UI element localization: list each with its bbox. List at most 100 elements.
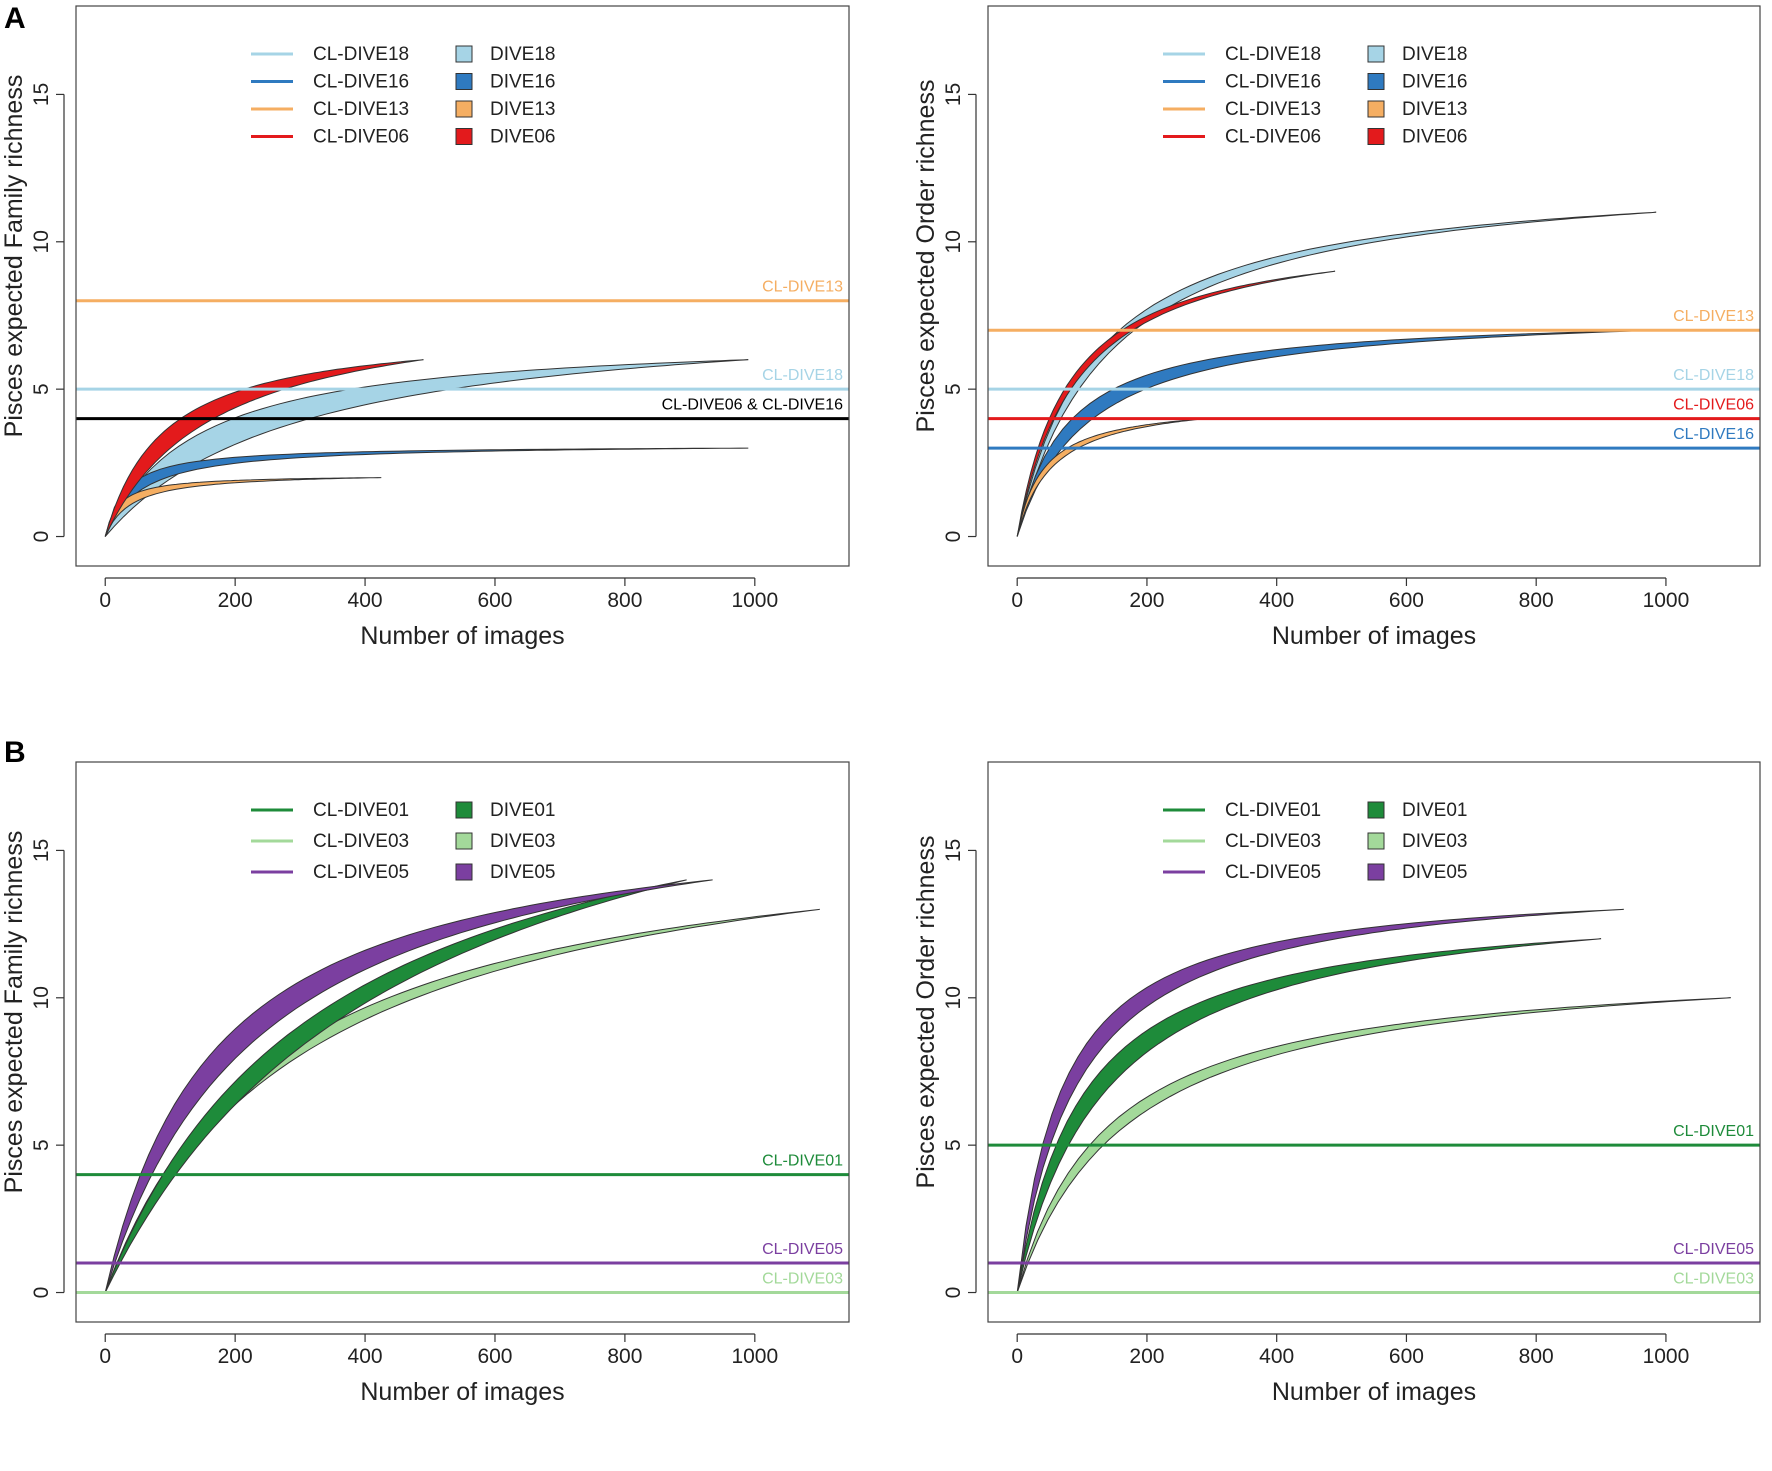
legend-swatch-dive18 [455,45,473,63]
x-axis-label: Number of images [1272,1378,1476,1406]
band-dive16 [104,447,749,537]
y-tick-label: 15 [30,83,53,106]
legend-swatch-dive18 [1367,45,1385,63]
hline-label: CL-DIVE06 & CL-DIVE16 [662,397,844,414]
x-axis-label: Number of images [360,622,564,650]
plot-frame [75,761,850,1323]
x-axis-label: Number of images [1272,622,1476,650]
legend-line-label: CL-DIVE06 [313,127,409,148]
legend-line-label: CL-DIVE06 [1225,127,1321,148]
legend-swatch-dive06 [455,128,473,145]
x-tick-label: 600 [477,1345,512,1368]
hline-label: CL-DIVE18 [1673,367,1754,384]
legend-line-label: CL-DIVE01 [1225,800,1321,821]
y-tick-label: 10 [942,986,965,1009]
band-dive05 [104,879,713,1293]
x-tick-label: 600 [477,589,512,612]
legend-line-label: CL-DIVE16 [313,72,409,93]
legend-swatch-dive16 [1367,73,1385,90]
band-dive13 [104,477,382,537]
x-tick-label: 1000 [1643,589,1690,612]
legend-swatch-label: DIVE03 [1402,831,1467,852]
y-tick-label: 10 [30,986,53,1009]
y-tick-label: 10 [30,230,53,253]
legend-swatch-dive01 [455,801,473,819]
plot-frame [987,761,1761,1323]
x-axis-label: Number of images [360,1378,564,1406]
legend: CL-DIVE01 CL-DIVE03 CL-DIVE05 DIVE01 DIVE03 D… [251,800,555,883]
legend-swatch-dive03 [455,832,473,850]
x-tick-label: 0 [99,589,111,612]
legend: CL-DIVE18 CL-DIVE16 CL-DIVE13 CL-DIVE06 DIVE… [251,44,555,148]
legend-swatch-label: DIVE16 [490,72,555,93]
legend-swatch-dive06 [1367,128,1385,145]
legend: CL-DIVE18 CL-DIVE16 CL-DIVE13 CL-DIVE06 DIVE… [1163,44,1467,148]
plot-frame [987,5,1761,567]
band-dive03 [1016,997,1731,1293]
band-dive18 [1016,211,1657,537]
legend-swatch-label: DIVE18 [490,44,555,65]
x-tick-label: 400 [1259,1345,1294,1368]
x-tick-label: 1000 [1643,1345,1690,1368]
band-dive18 [104,359,749,537]
x-tick-label: 0 [99,1345,111,1368]
x-tick-label: 800 [607,589,642,612]
y-tick-label: 10 [942,230,965,253]
hline-label: CL-DIVE05 [1673,1241,1754,1258]
x-tick-label: 600 [1389,589,1424,612]
legend-line-label: CL-DIVE01 [313,800,409,821]
x-tick-label: 800 [607,1345,642,1368]
plot-frame [75,5,850,567]
hline-label: CL-DIVE03 [762,1271,843,1288]
x-tick-label: 400 [348,589,383,612]
y-tick-label: 15 [942,839,965,862]
chart-4: CL-DIVE01 CL-DIVE05 CL-DIVE03 0 200 400 600 800… [912,761,1761,1406]
legend-swatch-label: DIVE18 [1402,44,1467,65]
y-tick-label: 5 [30,383,53,395]
band-dive05 [1016,908,1624,1293]
band-dive01 [1016,938,1602,1293]
y-tick-label: 5 [942,383,965,395]
legend-swatch-label: DIVE05 [1402,862,1467,883]
y-axis-label: Pisces expected Order richness [912,80,940,433]
x-tick-label: 0 [1011,1345,1023,1368]
hline-label: CL-DIVE13 [762,279,843,296]
legend-swatch-label: DIVE16 [1402,72,1467,93]
panel-letter-a: A [4,2,26,35]
legend-swatch-dive01 [1367,801,1385,819]
legend-swatch-label: DIVE06 [1402,127,1467,148]
x-tick-label: 400 [348,1345,383,1368]
x-tick-label: 200 [218,1345,253,1368]
legend-swatch-label: DIVE13 [490,99,555,120]
legend-swatch-dive03 [1367,832,1385,850]
hline-label: CL-DIVE03 [1673,1271,1754,1288]
hline-label: CL-DIVE06 [1673,397,1754,414]
panel-letter-b: B [4,736,26,769]
hline-label: CL-DIVE01 [1673,1123,1754,1140]
legend-line-label: CL-DIVE05 [1225,862,1321,883]
chart-1: CL-DIVE13 CL-DIVE18 CL-DIVE06 & CL-DIVE16 0… [0,5,850,650]
legend-line-label: CL-DIVE03 [1225,831,1321,852]
y-tick-label: 0 [30,1287,53,1299]
y-tick-label: 0 [942,531,965,543]
legend-swatch-label: DIVE01 [1402,800,1467,821]
legend-line-label: CL-DIVE05 [313,862,409,883]
legend-swatch-label: DIVE06 [490,127,555,148]
hline-label: CL-DIVE01 [762,1153,843,1170]
x-tick-label: 1000 [731,589,778,612]
legend-line-label: CL-DIVE13 [1225,99,1321,120]
x-tick-label: 1000 [731,1345,778,1368]
legend-swatch-dive05 [455,863,473,881]
y-tick-label: 15 [30,839,53,862]
legend-swatch-dive05 [1367,863,1385,881]
legend-line-label: CL-DIVE03 [313,831,409,852]
hline-label: CL-DIVE16 [1673,426,1754,443]
band-dive03 [104,908,820,1293]
y-tick-label: 5 [30,1139,53,1151]
legend-line-label: CL-DIVE16 [1225,72,1321,93]
band-dive01 [104,879,687,1293]
hline-label: CL-DIVE18 [762,367,843,384]
y-tick-label: 15 [942,83,965,106]
y-axis-label: Pisces expected Family richness [0,831,28,1194]
